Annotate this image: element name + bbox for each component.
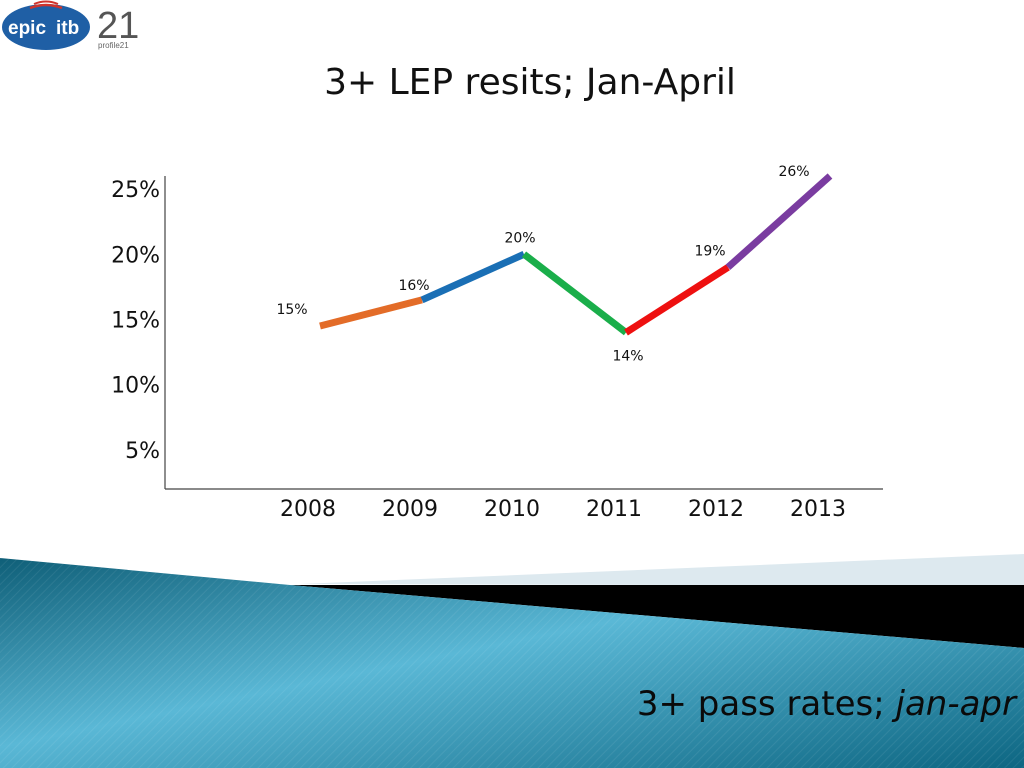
line-segment-2009-2010 <box>420 251 526 304</box>
y-tick-label: 10% <box>111 374 160 399</box>
subtitle-italic: jan-apr <box>895 684 1017 724</box>
profile21-text: profile21 <box>98 41 129 50</box>
line-segment-2011-2012 <box>624 264 730 336</box>
y-tick-label: 5% <box>125 439 160 464</box>
line-chart: 5%10%15%20%25% 2008 2009 2010 2011 2012 2013 … <box>111 164 883 522</box>
data-label: 14% <box>612 349 643 365</box>
data-labels: 15% 16% 20% 14% 19% 26% <box>276 164 809 365</box>
profile21-logo: 21 profile21 <box>97 5 139 50</box>
data-label: 20% <box>504 230 535 246</box>
logo-area: epic itb 21 profile21 <box>2 0 139 50</box>
line-segments <box>319 173 833 336</box>
x-tick-labels: 2008 2009 2010 2011 2012 2013 <box>280 497 846 522</box>
slide-subtitle: 3+ pass rates; jan-apr <box>637 684 1016 724</box>
x-tick-label: 2013 <box>790 497 846 522</box>
x-tick-label: 2008 <box>280 497 336 522</box>
line-segment-2010-2011 <box>521 251 629 336</box>
data-label: 26% <box>778 164 809 180</box>
itb-logo-text: itb <box>56 18 79 39</box>
y-tick-label: 25% <box>111 178 160 203</box>
y-tick-label: 15% <box>111 308 160 333</box>
epic-logo-text: epic <box>8 18 46 39</box>
y-tick-labels: 5% 10% 15% 20% 25% <box>111 178 160 464</box>
epicitb-logo: epic itb <box>2 0 90 50</box>
y-tick-label: 20% <box>111 243 160 268</box>
data-label: 16% <box>398 278 429 294</box>
line-segment-2008-2009 <box>319 296 423 330</box>
data-label: 19% <box>694 243 725 259</box>
x-tick-label: 2012 <box>688 497 744 522</box>
data-label: 15% <box>276 302 307 318</box>
slide-title: 3+ LEP resits; Jan-April <box>324 62 736 103</box>
line-segment-2012-2013 <box>725 173 833 270</box>
x-tick-label: 2010 <box>484 497 540 522</box>
x-tick-label: 2011 <box>586 497 642 522</box>
x-tick-label: 2009 <box>382 497 438 522</box>
profile21-mark: 21 <box>97 5 139 47</box>
footer-band <box>0 554 1024 768</box>
subtitle-main: 3+ pass rates; <box>636 684 896 724</box>
